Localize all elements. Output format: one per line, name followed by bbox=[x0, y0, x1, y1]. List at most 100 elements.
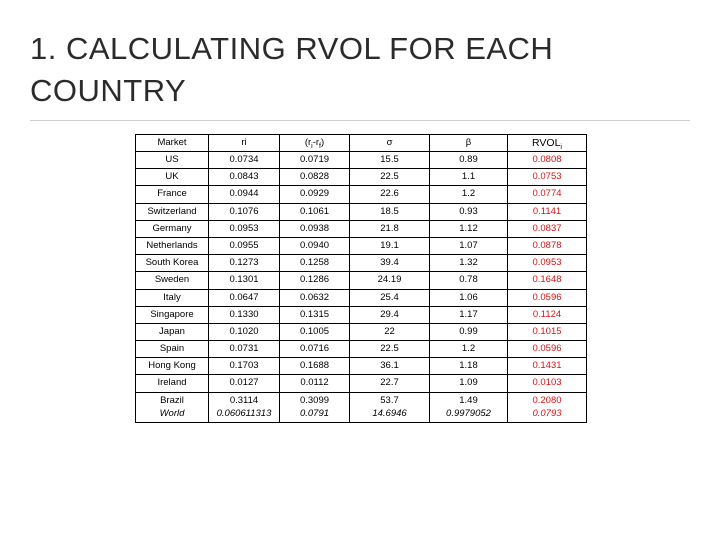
beta-cell: 1.18 bbox=[430, 358, 508, 376]
market-cell: Spain bbox=[136, 341, 209, 359]
rvol-world: 0.0793 bbox=[532, 407, 562, 419]
sigma-brazil: 53.7 bbox=[380, 394, 399, 406]
beta-brazil: 1.49 bbox=[459, 394, 478, 406]
ri-cell: 0.0647 bbox=[209, 289, 280, 307]
beta-cell: 1.09 bbox=[430, 375, 508, 393]
excess-cell: 0.0929 bbox=[280, 186, 350, 204]
header-excess-minus: -r bbox=[312, 137, 320, 148]
table-row: Sweden 0.1301 0.1286 24.19 0.78 0.1648 bbox=[136, 272, 587, 290]
beta-cell: 1.1 bbox=[430, 169, 508, 187]
excess-cell: 0.0938 bbox=[280, 220, 350, 238]
header-rvol-label: RVOL bbox=[532, 137, 561, 149]
header-excess-sub-i: i bbox=[311, 142, 313, 150]
rvol-cell: 0.0878 bbox=[508, 237, 587, 256]
header-market: Market bbox=[136, 135, 209, 152]
beta-cell: 1.12 bbox=[430, 220, 508, 238]
table-row: Japan 0.1020 0.1005 22 0.99 0.1015 bbox=[136, 323, 587, 342]
ri-world: 0.060611313 bbox=[216, 407, 272, 419]
ri-cell: 0.1020 bbox=[209, 323, 280, 342]
sigma-cell: 24.19 bbox=[350, 272, 430, 290]
header-excess-close: ) bbox=[321, 137, 325, 148]
ri-cell: 0.1076 bbox=[209, 203, 280, 221]
market-cell: France bbox=[136, 186, 209, 204]
market-cell: Sweden bbox=[136, 272, 209, 290]
ri-cell: 0.1330 bbox=[209, 306, 280, 324]
header-excess-sub-f: f bbox=[319, 142, 321, 150]
excess-cell: 0.0632 bbox=[280, 289, 350, 307]
market-cell: Ireland bbox=[136, 375, 209, 393]
rvol-cell: 0.0103 bbox=[508, 375, 587, 393]
excess-cell: 0.1258 bbox=[280, 255, 350, 273]
rvol-cell: 0.0774 bbox=[508, 186, 587, 204]
excess-cell: 0.3099 0.0791 bbox=[280, 392, 350, 423]
sigma-cell: 22.7 bbox=[350, 375, 430, 393]
rvol-cell: 0.0596 bbox=[508, 289, 587, 307]
rvol-cell: 0.0753 bbox=[508, 169, 587, 187]
sigma-cell: 22.5 bbox=[350, 341, 430, 359]
ri-cell: 0.0955 bbox=[209, 237, 280, 256]
market-cell: Japan bbox=[136, 323, 209, 342]
beta-cell: 1.49 0.9979052 bbox=[430, 392, 508, 423]
sigma-cell: 29.4 bbox=[350, 306, 430, 324]
rvol-brazil: 0.2080 bbox=[532, 394, 562, 406]
ri-cell: 0.0127 bbox=[209, 375, 280, 393]
market-cell: UK bbox=[136, 169, 209, 187]
table-row: Netherlands 0.0955 0.0940 19.1 1.07 0.0878 bbox=[136, 237, 587, 256]
rvol-cell: 0.1431 bbox=[508, 358, 587, 376]
table-row: Hong Kong 0.1703 0.1688 36.1 1.18 0.1431 bbox=[136, 358, 587, 376]
rvol-cell: 0.2080 0.0793 bbox=[508, 392, 587, 423]
sigma-cell: 22 bbox=[350, 323, 430, 342]
ri-cell: 0.0843 bbox=[209, 169, 280, 187]
rvol-table: Market ri (ri-rf) σ β RVOLi US 0.0734 0.07… bbox=[135, 134, 587, 423]
excess-cell: 0.0112 bbox=[280, 375, 350, 393]
sigma-cell: 36.1 bbox=[350, 358, 430, 376]
market-cell: Netherlands bbox=[136, 237, 209, 256]
rvol-cell: 0.1124 bbox=[508, 306, 587, 324]
excess-cell: 0.0719 bbox=[280, 152, 350, 170]
table-row: Singapore 0.1330 0.1315 29.4 1.17 0.1124 bbox=[136, 306, 587, 324]
ri-cell: 0.0953 bbox=[209, 220, 280, 238]
excess-cell: 0.1061 bbox=[280, 203, 350, 221]
excess-cell: 0.0716 bbox=[280, 341, 350, 359]
rvol-cell: 0.0837 bbox=[508, 220, 587, 238]
table-row: South Korea 0.1273 0.1258 39.4 1.32 0.0953 bbox=[136, 255, 587, 273]
beta-cell: 1.32 bbox=[430, 255, 508, 273]
beta-cell: 0.93 bbox=[430, 203, 508, 221]
sigma-cell: 39.4 bbox=[350, 255, 430, 273]
market-cell: Brazil World bbox=[136, 392, 209, 423]
market-cell: Germany bbox=[136, 220, 209, 238]
sigma-world: 14.6946 bbox=[372, 407, 407, 419]
rvol-cell: 0.1141 bbox=[508, 203, 587, 221]
ri-cell: 0.0731 bbox=[209, 341, 280, 359]
beta-world: 0.9979052 bbox=[446, 407, 491, 419]
market-cell: Switzerland bbox=[136, 203, 209, 221]
ri-cell: 0.0734 bbox=[209, 152, 280, 170]
excess-cell: 0.1688 bbox=[280, 358, 350, 376]
rvol-cell: 0.0953 bbox=[508, 255, 587, 273]
table-row: Switzerland 0.1076 0.1061 18.5 0.93 0.1141 bbox=[136, 203, 587, 221]
table-row: Italy 0.0647 0.0632 25.4 1.06 0.0596 bbox=[136, 289, 587, 307]
beta-cell: 1.06 bbox=[430, 289, 508, 307]
excess-cell: 0.1315 bbox=[280, 306, 350, 324]
beta-cell: 0.78 bbox=[430, 272, 508, 290]
ri-cell: 0.1703 bbox=[209, 358, 280, 376]
header-excess-open: (r bbox=[304, 137, 312, 148]
market-brazil: Brazil bbox=[160, 394, 184, 406]
market-cell: Italy bbox=[136, 289, 209, 307]
header-beta: β bbox=[430, 135, 508, 152]
sigma-cell: 25.4 bbox=[350, 289, 430, 307]
excess-cell: 0.1005 bbox=[280, 323, 350, 342]
excess-cell: 0.0940 bbox=[280, 237, 350, 256]
table-row: US 0.0734 0.0719 15.5 0.89 0.0808 bbox=[136, 152, 587, 170]
ri-cell: 0.0944 bbox=[209, 186, 280, 204]
ri-cell: 0.1273 bbox=[209, 255, 280, 273]
market-world: World bbox=[159, 407, 185, 419]
rvol-cell: 0.0596 bbox=[508, 341, 587, 359]
ri-cell: 0.3114 0.060611313 bbox=[209, 392, 280, 423]
excess-world: 0.0791 bbox=[299, 407, 330, 419]
rvol-cell: 0.0808 bbox=[508, 152, 587, 170]
market-cell: Singapore bbox=[136, 306, 209, 324]
ri-cell: 0.1301 bbox=[209, 272, 280, 290]
excess-cell: 0.0828 bbox=[280, 169, 350, 187]
beta-cell: 0.99 bbox=[430, 323, 508, 342]
